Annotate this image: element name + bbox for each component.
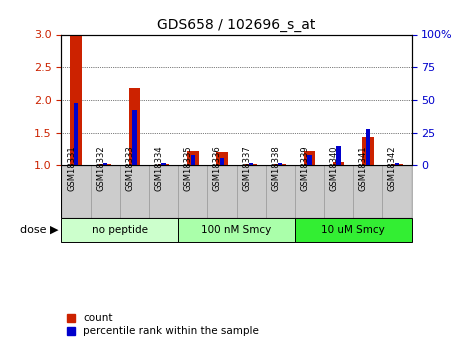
Text: GSM18335: GSM18335 [184,145,193,191]
Text: GSM18337: GSM18337 [242,145,251,191]
Text: GSM18336: GSM18336 [213,145,222,191]
FancyBboxPatch shape [61,218,178,241]
Text: GSM18333: GSM18333 [125,145,134,191]
Text: GSM18334: GSM18334 [155,145,164,191]
FancyBboxPatch shape [236,165,266,218]
Bar [278,163,282,165]
Bar [391,164,403,165]
Bar [99,164,111,165]
Bar [132,110,137,165]
Bar [74,102,78,165]
Bar [70,34,82,165]
FancyBboxPatch shape [178,165,207,218]
Text: no peptide: no peptide [92,225,148,235]
Bar [395,163,399,165]
Text: GSM18340: GSM18340 [330,145,339,191]
Text: 10 uM Smcy: 10 uM Smcy [321,225,385,235]
FancyBboxPatch shape [149,165,178,218]
FancyBboxPatch shape [295,218,412,241]
Text: GSM18332: GSM18332 [96,145,105,191]
Bar [220,158,224,165]
Bar [304,151,315,165]
Bar [129,88,140,165]
Bar [362,137,374,165]
Bar [161,163,166,165]
Bar [333,162,344,165]
Bar [307,155,312,165]
Bar [187,151,199,165]
FancyBboxPatch shape [120,165,149,218]
Bar [216,152,228,165]
Bar [366,129,370,165]
Bar [158,164,169,165]
Text: dose ▶: dose ▶ [20,225,59,235]
Text: GSM18339: GSM18339 [300,145,309,191]
Text: 100 nM Smcy: 100 nM Smcy [201,225,272,235]
FancyBboxPatch shape [266,165,295,218]
Text: GSM18338: GSM18338 [271,145,280,191]
FancyBboxPatch shape [324,165,353,218]
Bar [274,164,286,165]
Bar [103,163,107,165]
Bar [249,163,253,165]
Legend: count, percentile rank within the sample: count, percentile rank within the sample [67,313,259,336]
FancyBboxPatch shape [382,165,412,218]
Text: GSM18342: GSM18342 [388,145,397,191]
Bar [191,155,195,165]
FancyBboxPatch shape [91,165,120,218]
Text: GSM18341: GSM18341 [359,145,368,191]
Text: GSM18331: GSM18331 [67,145,76,191]
FancyBboxPatch shape [207,165,236,218]
Bar [336,146,341,165]
Title: GDS658 / 102696_s_at: GDS658 / 102696_s_at [158,18,315,32]
Bar [245,164,257,165]
FancyBboxPatch shape [295,165,324,218]
FancyBboxPatch shape [178,218,295,241]
FancyBboxPatch shape [61,165,91,218]
FancyBboxPatch shape [353,165,382,218]
